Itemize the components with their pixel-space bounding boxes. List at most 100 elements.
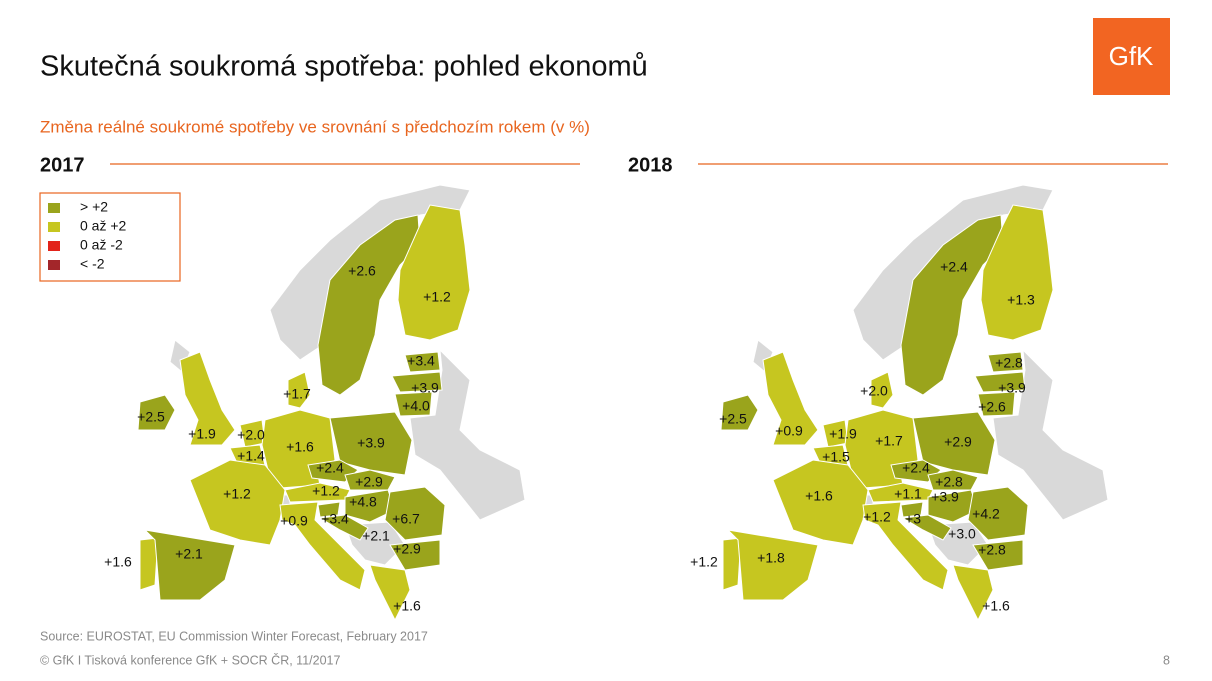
country [189,459,286,546]
country-value: +0.9 [775,423,803,439]
year-heading: 2018 [628,154,673,176]
country [344,489,396,523]
non-eu-country [852,184,1054,361]
country-value: +1.2 [312,483,340,499]
country-value: +2.6 [348,263,376,279]
country-value: +4.2 [972,506,1000,522]
country [901,514,952,541]
non-eu-country [269,184,471,361]
country [318,514,369,541]
country-value: +1.9 [829,426,857,442]
country-value: +2.1 [175,546,203,562]
country-value: +1.9 [188,426,216,442]
country-value: +1.5 [822,449,850,465]
country [980,204,1054,341]
source: Source: EUROSTAT, EU Commission Winter F… [40,629,428,643]
country-value: +1.7 [875,433,903,449]
country [977,391,1016,417]
country [287,371,311,409]
country [397,204,471,341]
country [967,486,1029,541]
country-value: +4.0 [402,398,430,414]
country [389,539,441,571]
country [762,351,819,446]
legend-label: 0 až -2 [80,237,123,253]
country-value: +1.2 [863,509,891,525]
country-value: +4.8 [349,494,377,510]
country-value: +1.2 [690,554,718,570]
country-value: +2.8 [978,542,1006,558]
country-value: +3 [905,511,921,527]
country [143,529,236,601]
country-value: +1.6 [982,598,1010,614]
country-value: +1.1 [894,486,922,502]
country-value: +2.6 [978,399,1006,415]
country [927,469,979,491]
country-value: +2.0 [860,383,888,399]
country-value: +2.5 [719,411,747,427]
legend-swatch [48,222,60,232]
logo: GfK [1109,41,1154,71]
logo-box [1093,18,1170,95]
country-value: +1.6 [104,554,132,570]
country [900,501,924,518]
country-value: +1.7 [283,386,311,402]
country-value: +3.4 [407,353,435,369]
non-eu-country [409,348,526,521]
page-number: 8 [1163,653,1170,667]
country [344,469,396,491]
country [862,501,949,591]
country [720,394,759,431]
legend: > +2 0 až +2 0 až -2 < -2 [48,199,127,272]
country-value: +1.8 [757,550,785,566]
maps: 2017 +2.6 +1.2 +3.4 +3.9 +4.0 +1.7 +2.5 +1.9 +2.0… [40,154,1168,622]
country-value: +1.6 [805,488,833,504]
map [137,184,526,622]
country [972,539,1024,571]
country [867,482,934,503]
map [720,184,1109,622]
country-value: +2.9 [355,474,383,490]
country-value: +2.1 [362,528,390,544]
country-value: +3.4 [321,511,349,527]
legend-label: < -2 [80,256,105,272]
country [974,371,1026,393]
country [279,501,366,591]
country-value: +2.4 [940,259,968,275]
country-value: +6.7 [392,511,420,527]
country-value: +3.9 [411,380,439,396]
country-value: +3.0 [948,526,976,542]
country-value: +2.8 [995,355,1023,371]
country-value: +3.9 [357,435,385,451]
country [139,537,159,591]
country [722,537,742,591]
country [384,486,446,541]
country-value: +2.0 [237,427,265,443]
legend-swatch [48,260,60,270]
country-value: +2.5 [137,409,165,425]
country-value: +2.9 [393,541,421,557]
legend-label: > +2 [80,199,108,215]
country [987,351,1024,373]
non-eu-country [992,348,1109,521]
country-value: +1.6 [393,598,421,614]
country-value: +1.3 [1007,292,1035,308]
copyright: © GfK I Tisková konference GfK + SOCR ČR… [40,652,340,667]
legend-label: 0 až +2 [80,218,127,234]
legend-box [39,192,181,282]
country-value: +2.4 [902,460,930,476]
country-value: +1.6 [286,439,314,455]
year-heading: 2017 [40,154,85,176]
country [394,391,433,417]
country [137,394,176,431]
country-value: +1.4 [237,448,265,464]
country [391,371,443,393]
legend-swatch [48,203,60,213]
country-value: +2.4 [316,460,344,476]
country [317,501,341,518]
country [952,564,994,622]
country-value: +0.9 [280,513,308,529]
country [870,371,894,409]
legend-swatch [48,241,60,251]
